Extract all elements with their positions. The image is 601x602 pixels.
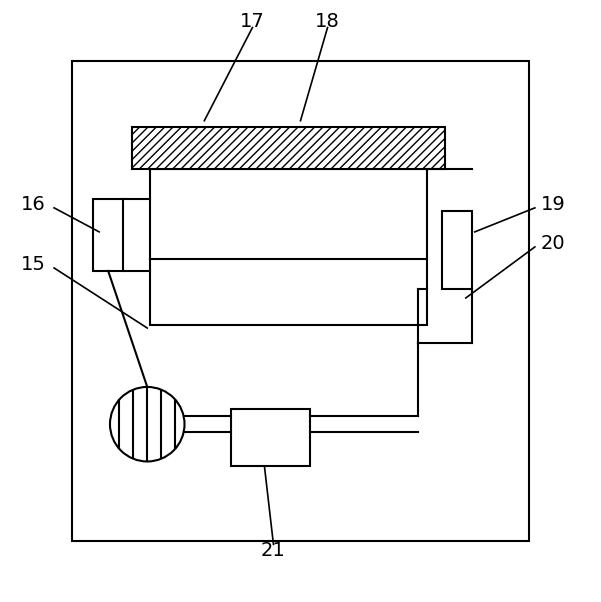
- Bar: [231, 409, 310, 467]
- Bar: [72, 61, 529, 541]
- Text: 20: 20: [541, 234, 565, 253]
- Text: 21: 21: [261, 541, 286, 560]
- Text: 19: 19: [540, 195, 566, 214]
- Bar: [442, 211, 472, 289]
- Text: 16: 16: [20, 195, 46, 214]
- Circle shape: [110, 387, 185, 462]
- Text: 17: 17: [240, 12, 265, 31]
- Bar: [132, 126, 445, 169]
- Text: 18: 18: [315, 12, 340, 31]
- Bar: [93, 199, 123, 271]
- Bar: [150, 169, 427, 325]
- Text: 15: 15: [20, 255, 46, 275]
